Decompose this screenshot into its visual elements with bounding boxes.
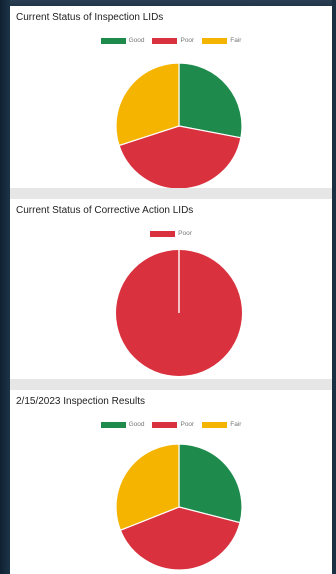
chart-panel-inspection-lids: Current Status of Inspection LIDs Good P…: [10, 6, 332, 188]
pie-slice-good[interactable]: [178, 62, 243, 139]
legend-label: Poor: [180, 37, 195, 44]
legend-label: Fair: [230, 37, 242, 44]
legend-item-good[interactable]: Good: [100, 37, 145, 44]
legend-swatch-good: [100, 421, 126, 428]
legend-label: Poor: [178, 230, 192, 237]
chart-title: Current Status of Corrective Action LIDs: [16, 205, 194, 216]
pie-slice-good[interactable]: [178, 443, 243, 524]
legend-item-poor[interactable]: Poor: [152, 421, 194, 428]
legend-swatch-fair: [202, 37, 228, 44]
legend-swatch-good: [100, 37, 126, 44]
chart-legend: Good Poor Fair: [10, 421, 332, 428]
panel-separator: [10, 379, 332, 390]
legend-label: Good: [128, 421, 145, 428]
pie-slice-fair[interactable]: [115, 62, 180, 147]
legend-swatch-poor: [152, 421, 178, 428]
legend-swatch-poor: [150, 230, 176, 237]
legend-label: Poor: [180, 421, 195, 428]
pie-chart: [116, 250, 242, 376]
panel-separator: [10, 188, 332, 199]
legend-item-poor[interactable]: Poor: [150, 230, 192, 237]
legend-item-fair[interactable]: Fair: [202, 37, 241, 44]
chart-title: Current Status of Inspection LIDs: [16, 12, 164, 23]
chart-panel-corrective-action-lids: Current Status of Corrective Action LIDs…: [10, 199, 332, 379]
window-left-edge: [0, 0, 10, 574]
legend-label: Good: [128, 37, 145, 44]
pie-slice-poor[interactable]: [119, 506, 241, 571]
chart-legend: Poor: [10, 230, 332, 237]
pie-chart: [115, 62, 243, 188]
legend-item-good[interactable]: Good: [100, 421, 145, 428]
window-right-edge: [332, 0, 336, 574]
pie-slice-poor[interactable]: [118, 125, 242, 188]
legend-item-fair[interactable]: Fair: [202, 421, 241, 428]
chart-title: 2/15/2023 Inspection Results: [16, 396, 145, 407]
legend-label: Fair: [230, 421, 242, 428]
chart-panel-inspection-results: 2/15/2023 Inspection Results Good Poor F…: [10, 390, 332, 574]
legend-item-poor[interactable]: Poor: [152, 37, 194, 44]
window-top-edge: [0, 0, 336, 10]
chart-legend: Good Poor Fair: [10, 37, 332, 44]
legend-swatch-poor: [152, 37, 178, 44]
pie-slice-fair[interactable]: [115, 443, 180, 531]
pie-chart: [115, 443, 243, 571]
legend-swatch-fair: [202, 421, 228, 428]
